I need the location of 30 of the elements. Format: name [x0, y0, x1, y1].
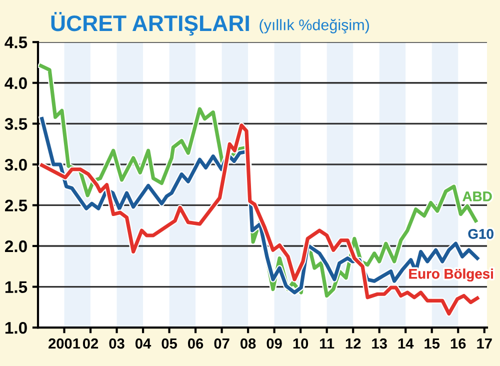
x-tick-label: 16 [450, 338, 466, 349]
x-tick-label: 08 [240, 338, 256, 349]
y-tick-label: 3.5 [4, 118, 28, 130]
y-tick-label: 1.0 [5, 322, 27, 334]
x-tick-label: 15 [424, 338, 440, 349]
series-label: ABD [462, 192, 492, 202]
y-tick-label: 4.5 [4, 36, 28, 48]
x-tick-label: 03 [109, 338, 124, 349]
x-tick-label: 04 [135, 338, 152, 349]
x-tick-label: 10 [293, 338, 308, 349]
x-tick-label: 06 [188, 338, 204, 349]
chart-subtitle: (yıllık %değişim) [260, 18, 369, 34]
x-tick-label: 2001 [48, 338, 80, 349]
series-label: Euro Bölgesi [409, 268, 493, 282]
x-tick-label: 11 [320, 338, 334, 349]
x-tick-label: 13 [372, 338, 387, 349]
x-tick-label: 02 [82, 338, 98, 349]
x-tick-label: 17 [477, 338, 492, 349]
y-tick-label: 2.5 [4, 200, 28, 212]
x-tick-label: 07 [214, 338, 230, 349]
x-tick-label: 12 [346, 338, 361, 349]
series-label: G10 [468, 228, 494, 239]
chart-title: ÜCRET ARTIŞLARI [51, 12, 249, 36]
y-tick-label: 1.5 [5, 281, 28, 293]
y-tick-label: 2.0 [4, 240, 27, 252]
y-tick-label: 3.0 [4, 158, 27, 171]
x-tick-label: 14 [398, 338, 414, 349]
x-tick-label: 09 [266, 338, 282, 349]
x-tick-label: 05 [162, 338, 177, 349]
y-tick-label: 4.0 [4, 77, 27, 90]
